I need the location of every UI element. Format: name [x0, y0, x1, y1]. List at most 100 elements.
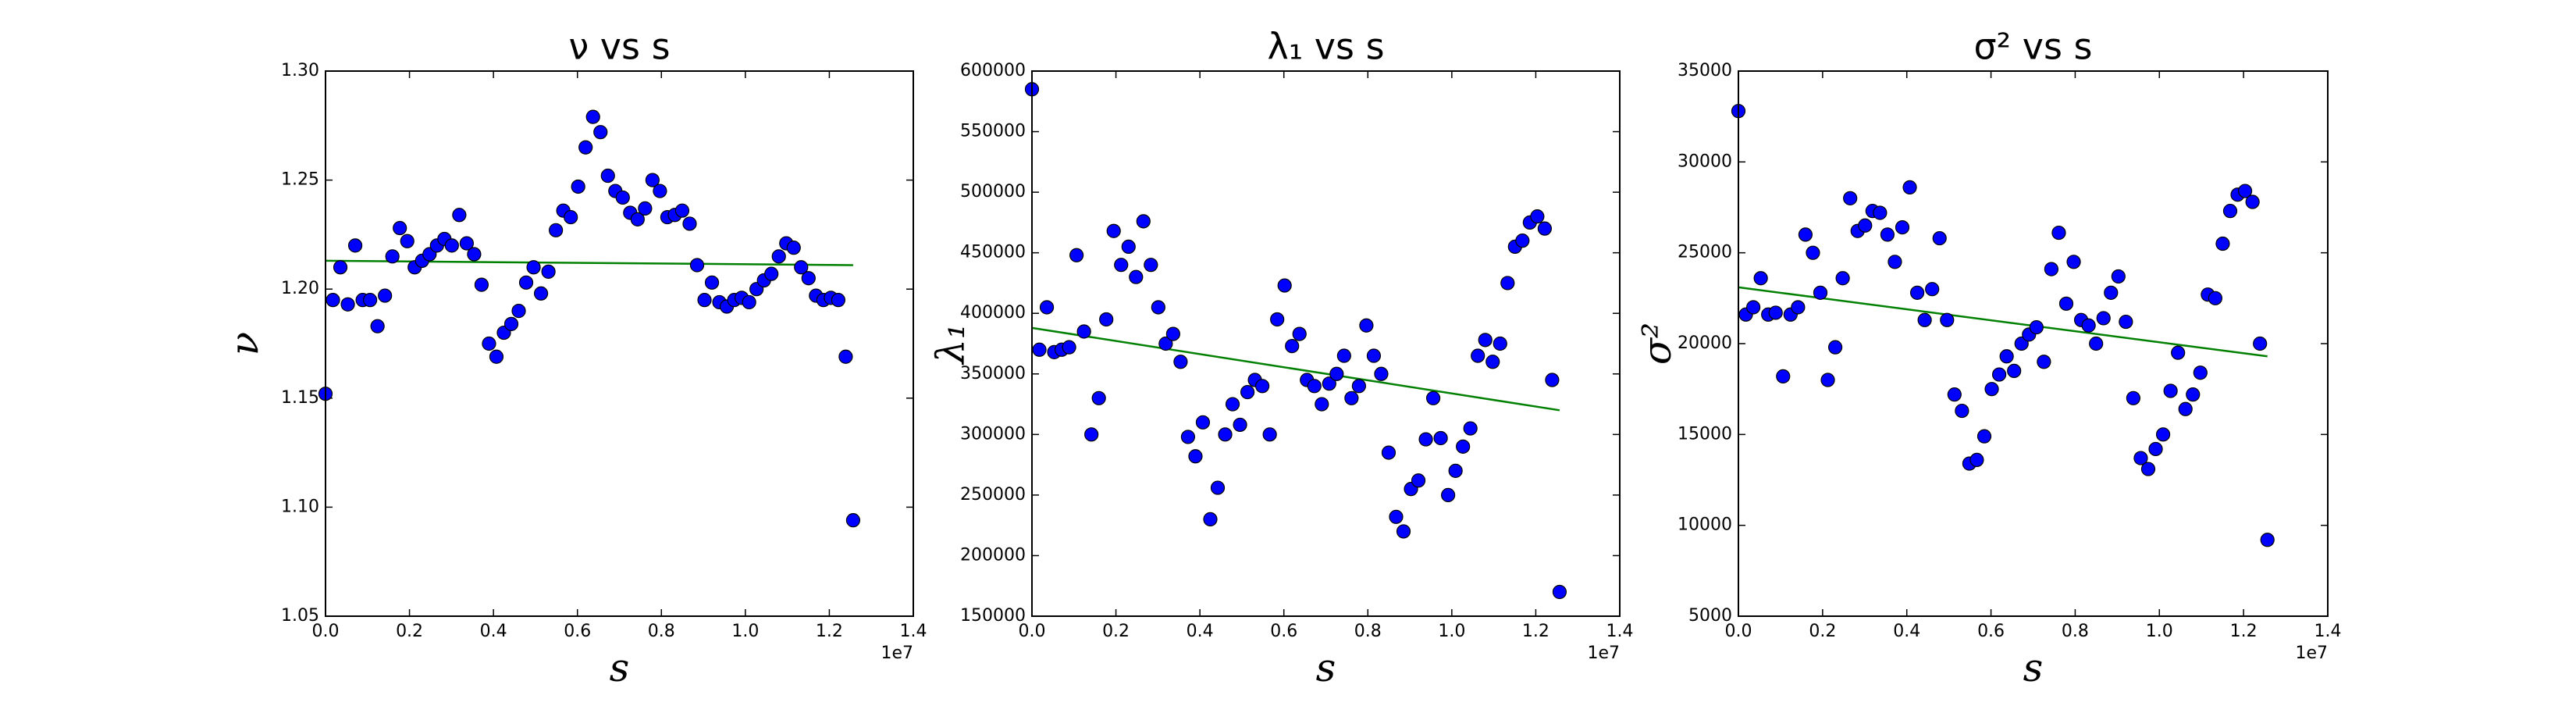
point	[459, 236, 474, 251]
point	[1359, 318, 1374, 333]
y-axis-label: λ₁	[928, 323, 973, 365]
point	[1806, 245, 1820, 260]
point	[1873, 205, 1888, 220]
point	[1984, 382, 1999, 397]
point	[564, 209, 578, 225]
point	[393, 220, 407, 236]
point	[1121, 239, 1136, 255]
point	[638, 201, 653, 216]
x-tick-label: 0.6	[564, 622, 591, 641]
chart-title: σ² vs s	[1974, 26, 2093, 68]
point	[1976, 429, 1992, 444]
point	[2051, 225, 2066, 241]
point	[1195, 415, 1211, 430]
y-tick-label: 1.30	[281, 61, 319, 80]
point	[1888, 255, 1902, 269]
point	[333, 260, 348, 275]
point	[1069, 248, 1084, 262]
y-tick-label: 200000	[960, 545, 1026, 565]
x-tick-label: 1.0	[731, 622, 759, 641]
point	[2037, 355, 2051, 369]
point	[786, 241, 801, 255]
x-tick-label: 1.2	[816, 622, 843, 641]
point	[2245, 194, 2260, 209]
point	[1099, 312, 1114, 327]
y-tick-label: 1.20	[281, 279, 319, 298]
point	[1188, 449, 1203, 464]
point	[1106, 223, 1121, 238]
point	[1515, 234, 1530, 248]
point	[1441, 487, 1456, 502]
point	[1180, 430, 1196, 444]
point	[1039, 300, 1055, 315]
point	[1218, 427, 1233, 442]
x-tick-label: 1.4	[1606, 622, 1634, 641]
point	[674, 203, 690, 218]
point	[600, 168, 615, 184]
point	[2253, 336, 2268, 351]
point	[1277, 278, 1292, 293]
point	[1745, 300, 1761, 315]
point	[1344, 390, 1359, 405]
x-offset-label: 1e7	[1587, 644, 1620, 663]
point	[347, 238, 363, 253]
point	[585, 109, 600, 124]
point	[1307, 379, 1322, 394]
x-axis-label: s	[2023, 645, 2044, 690]
point	[1351, 379, 1366, 394]
y-tick-label: 400000	[960, 303, 1026, 323]
point	[1947, 387, 1962, 402]
point	[549, 223, 564, 237]
y-tick-label: 600000	[960, 61, 1026, 80]
point	[1136, 214, 1151, 229]
y-tick-label: 35000	[1678, 61, 1732, 80]
point	[526, 260, 541, 275]
point	[1151, 300, 1165, 315]
point	[1813, 285, 1828, 300]
point	[1411, 473, 1426, 488]
point	[1500, 276, 1515, 291]
point	[489, 349, 504, 364]
point	[1858, 218, 1873, 233]
point	[1485, 355, 1500, 369]
point	[326, 293, 340, 308]
x-tick-label: 0.8	[2062, 622, 2089, 641]
point	[794, 260, 809, 275]
point	[1917, 312, 1932, 327]
x-tick-label: 0.8	[648, 622, 675, 641]
point	[2111, 269, 2126, 284]
point	[2215, 236, 2230, 251]
point	[1493, 336, 1507, 351]
y-tick-label: 5000	[1688, 606, 1732, 626]
x-tick-label: 1.0	[1438, 622, 1465, 641]
point	[452, 208, 467, 223]
y-tick-label: 150000	[960, 606, 1026, 626]
point	[1425, 390, 1441, 405]
point	[1530, 209, 1545, 224]
axes-frame	[325, 70, 914, 617]
point	[467, 247, 482, 262]
point	[1776, 369, 1791, 383]
x-tick-label: 0.6	[1977, 622, 2005, 641]
point	[2208, 291, 2223, 305]
point	[1032, 342, 1047, 357]
point	[1925, 282, 1940, 297]
x-tick-label: 0.0	[1019, 622, 1046, 641]
point	[1165, 326, 1180, 341]
x-tick-label: 1.4	[2314, 622, 2342, 641]
x-tick-label: 1.0	[2146, 622, 2173, 641]
point	[1835, 271, 1850, 286]
y-tick-label: 550000	[960, 122, 1026, 141]
point	[363, 293, 378, 308]
point	[630, 212, 645, 226]
point	[615, 190, 630, 205]
point	[533, 286, 549, 301]
point	[503, 316, 519, 331]
point	[2126, 390, 2141, 405]
point	[1433, 430, 1448, 446]
x-tick-label: 0.2	[1809, 622, 1836, 641]
plot-area	[1032, 71, 1620, 616]
y-tick-label: 15000	[1678, 424, 1732, 444]
point	[801, 271, 816, 286]
point	[2222, 204, 2238, 219]
